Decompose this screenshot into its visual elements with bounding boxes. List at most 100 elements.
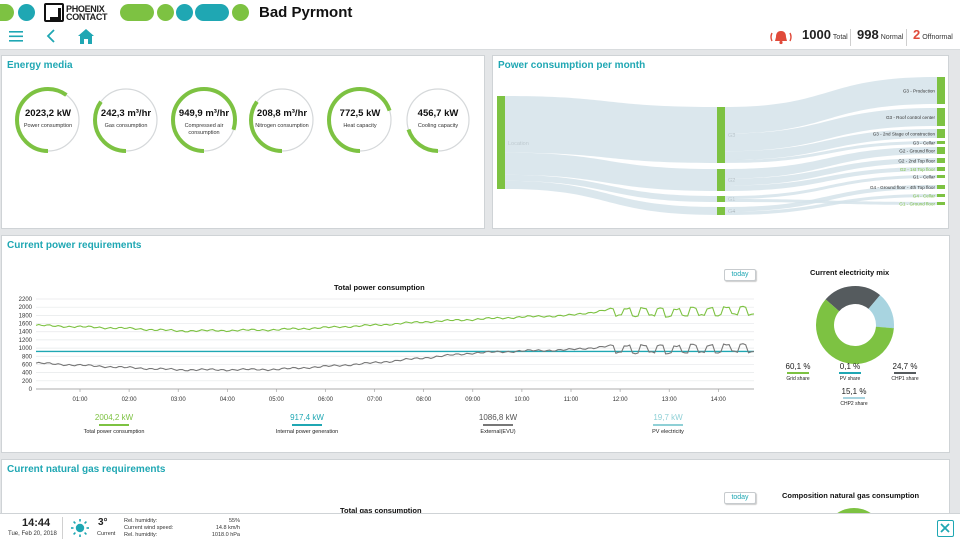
gauge-label: Nitrogen consumption <box>255 123 309 129</box>
legend-pv: 19,7 kW PV electricity <box>652 413 684 435</box>
brand-header: PHOENIX CONTACT Bad Pyrmont <box>0 0 960 25</box>
footer: 14:44 Tue, Feb 20, 2018 3° Current Rel. … <box>0 513 960 541</box>
sankey-flow <box>725 129 937 161</box>
energy-gauge[interactable]: 208,8 m³/hr Nitrogen consumption <box>248 86 316 154</box>
pressure-value: 1018.0 hPa <box>211 532 240 538</box>
mix-title: Current electricity mix <box>810 268 890 277</box>
sankey-label: G3 - Roof control center <box>886 115 935 120</box>
sankey-label: G4 - Ground floor - 4th Top floor <box>870 185 935 190</box>
gauge-arc <box>15 87 81 153</box>
sankey-flow <box>725 199 937 205</box>
brand-pill-teal <box>195 4 229 21</box>
energy-gauge[interactable]: 2023,2 kW Power consumption <box>14 86 82 154</box>
gas-requirements-panel: Current natural gas requirements today T… <box>1 459 950 538</box>
donut-chart[interactable] <box>810 280 900 370</box>
panel-title: Current natural gas requirements <box>7 464 166 475</box>
hamburger-icon[interactable] <box>8 28 28 48</box>
power-requirements-panel: Current power requirements today Total p… <box>1 235 950 453</box>
gauge-label: Compressed air consumption <box>184 123 224 136</box>
wind-value: 14.8 km/h <box>215 525 240 531</box>
x-tick-label: 10:00 <box>514 397 530 403</box>
gauge-arc <box>327 87 393 153</box>
gauge-label: Cooling capacity <box>417 123 459 129</box>
close-icon[interactable] <box>937 520 954 537</box>
sankey-label: G2 - 1st Top floor <box>900 167 936 172</box>
sankey-label: G3 - Cellar <box>913 141 936 146</box>
x-tick-label: 12:00 <box>613 397 629 403</box>
sankey-flow <box>725 108 937 152</box>
sankey-node <box>937 129 945 138</box>
donut-slice <box>868 295 894 328</box>
panel-title: Power consumption per month <box>498 60 646 71</box>
sankey-node <box>937 141 945 144</box>
today-button[interactable]: today <box>724 269 756 281</box>
sankey-label: G2 - 2nd Top floor <box>898 159 935 164</box>
sankey-node <box>937 147 945 154</box>
gauge-arc <box>405 87 471 153</box>
alarm-total[interactable]: 1000 Total <box>802 27 848 42</box>
sankey-node <box>717 196 725 202</box>
y-tick-label: 2200 <box>19 297 33 303</box>
chart-title: Total gas consumption <box>340 506 422 515</box>
sankey-label: G3 - 2nd Stage of construction <box>873 132 936 137</box>
donut-slice <box>825 286 881 312</box>
energy-gauge[interactable]: 456,7 kW Cooling capacity <box>404 86 472 154</box>
energy-gauge[interactable]: 242,3 m³/hr Gas consumption <box>92 86 160 154</box>
legend-internal-generation: 917,4 kW Internal power generation <box>275 413 339 435</box>
sankey-node <box>717 107 725 163</box>
brand-pill-green <box>120 4 154 21</box>
gauge-arc <box>93 87 159 153</box>
sankey-label: G1 - Cellar <box>913 175 936 180</box>
mix-grid-share: 60,1 % Grid share <box>785 362 811 382</box>
sankey-label: G3 - Production <box>903 89 936 94</box>
y-tick-label: 1800 <box>19 313 33 319</box>
sankey-node <box>497 96 505 189</box>
brand-dot-green <box>232 4 249 21</box>
alarm-bell-icon[interactable] <box>768 29 792 49</box>
sankey-node <box>717 207 725 215</box>
donut-slice <box>816 299 894 364</box>
x-tick-label: 03:00 <box>171 397 187 403</box>
gauge-value: 2023,2 kW <box>25 108 71 119</box>
x-tick-label: 05:00 <box>269 397 285 403</box>
sankey-node <box>937 175 945 178</box>
today-button[interactable]: today <box>724 492 756 504</box>
brand-pill-green <box>0 4 14 21</box>
home-icon[interactable] <box>77 28 97 48</box>
energy-gauge[interactable]: 772,5 kW Heat capacity <box>326 86 394 154</box>
sankey-flow <box>725 175 937 199</box>
sankey-node <box>937 167 945 171</box>
chevron-left-icon[interactable] <box>44 28 64 48</box>
gauge-label: Gas consumption <box>104 123 148 129</box>
energy-media-panel: Energy media 2023,2 kW Power consumption 2… <box>1 55 485 229</box>
sankey-label: G4 - Cellar <box>913 194 936 199</box>
y-tick-label: 1000 <box>19 346 33 352</box>
humidity-value: 55% <box>228 518 240 524</box>
gauge-value: 208,8 m³/hr <box>256 108 308 119</box>
series-line <box>35 305 755 333</box>
y-tick-label: 1400 <box>19 330 33 336</box>
sun-icon <box>70 518 90 541</box>
chart-title: Total power consumption <box>334 283 425 292</box>
alarm-normal[interactable]: 998 Normal <box>857 27 904 42</box>
sankey-label: G2 - Ground floor <box>899 149 935 154</box>
sankey-flow <box>725 77 937 134</box>
y-tick-label: 1200 <box>19 338 33 344</box>
energy-gauge[interactable]: 949,9 m³/hr Compressed air consumption <box>170 86 238 154</box>
legend-total-power: 2004,2 kW Total power consumption <box>83 413 145 435</box>
line-chart[interactable]: 0 200 400 600 800 1000 1200 1400 1600 1800 2000 220… <box>2 291 762 451</box>
x-tick-label: 01:00 <box>72 397 88 403</box>
alarm-offnormal[interactable]: 2 Offnormal <box>913 27 953 42</box>
gauge-value: 242,3 m³/hr <box>100 108 152 119</box>
x-tick-label: 02:00 <box>122 397 138 403</box>
site-title: Bad Pyrmont <box>259 4 353 21</box>
gauge-value: 772,5 kW <box>339 108 381 119</box>
gauge-label: Power consumption <box>23 123 73 129</box>
brand-dot-teal <box>18 4 35 21</box>
sankey-node <box>717 169 725 191</box>
sankey-flow <box>725 141 937 163</box>
phoenix-contact-logo: PHOENIX CONTACT <box>44 3 108 22</box>
divider <box>62 517 63 539</box>
divider <box>906 29 907 46</box>
